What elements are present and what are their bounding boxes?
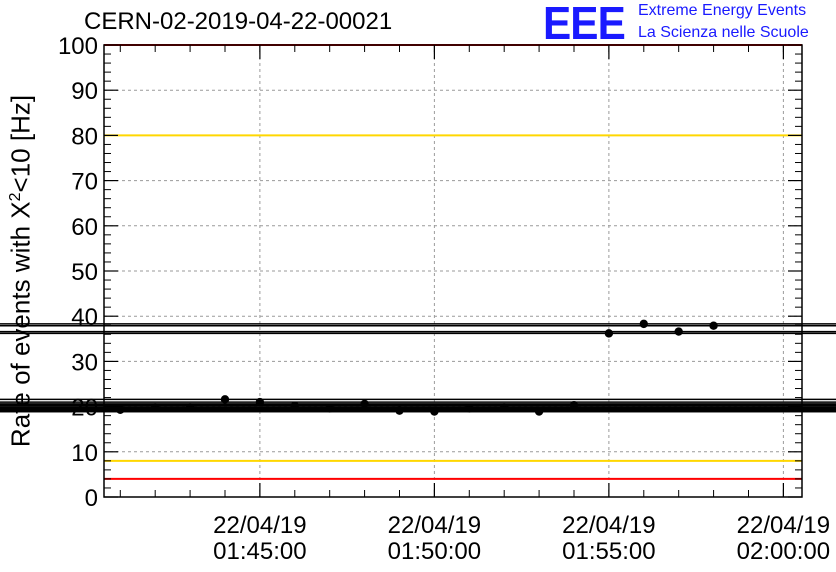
y-tick-label: 60 [71, 214, 98, 241]
x-tick-label-date: 22/04/19 [213, 512, 306, 539]
y-tick-label: 90 [71, 78, 98, 105]
data-point [534, 407, 544, 416]
data-point [674, 327, 683, 336]
x-tick-label-time: 01:50:00 [388, 538, 481, 565]
y-tick-label: 20 [71, 395, 98, 422]
x-tick-label-time: 01:45:00 [213, 538, 306, 565]
x-tick-label-time: 01:55:00 [562, 538, 655, 565]
logo-line-1: Extreme Energy Events [638, 2, 807, 19]
axes: 010203040506070809010022/04/1901:45:0022… [58, 33, 830, 565]
logo-line-2: La Scienza nelle Scuole [638, 24, 809, 41]
data-point [465, 404, 474, 413]
x-tick-label-time: 02:00:00 [737, 538, 830, 565]
data-point [709, 321, 718, 330]
x-tick-label-date: 22/04/19 [562, 512, 655, 539]
y-tick-label: 30 [71, 349, 98, 376]
data-point [604, 329, 614, 338]
chart-title: CERN-02-2019-04-22-00021 [84, 8, 393, 35]
data-point [569, 401, 579, 410]
eee-logo: EEE [543, 0, 626, 49]
reference-lines [104, 44, 802, 480]
y-tick-label: 50 [71, 259, 98, 286]
y-tick-label: 70 [71, 169, 98, 196]
y-tick-label: 80 [71, 123, 98, 150]
data-points [0, 319, 836, 416]
x-tick-label-date: 22/04/19 [388, 512, 481, 539]
x-tick-label-date: 22/04/19 [737, 512, 830, 539]
y-tick-label: 10 [71, 440, 98, 467]
grid [104, 45, 802, 497]
y-tick-label: 100 [58, 33, 98, 60]
y-tick-label: 0 [85, 485, 98, 512]
y-tick-label: 40 [71, 304, 98, 331]
data-point [639, 319, 648, 329]
